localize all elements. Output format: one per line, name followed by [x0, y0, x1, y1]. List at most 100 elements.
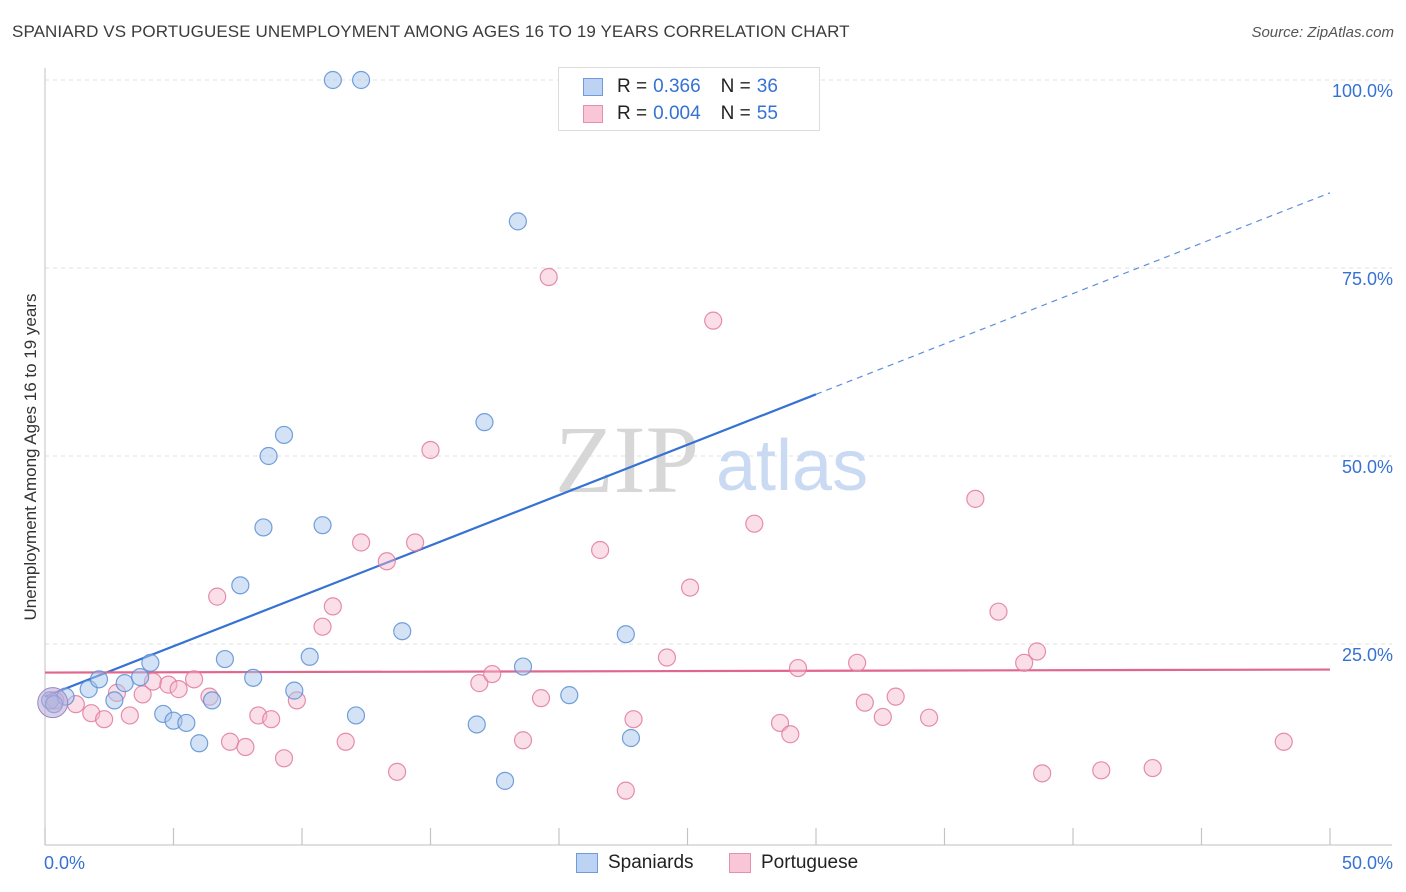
legend-r-value: 0.004 — [653, 103, 701, 124]
spaniard-point — [508, 212, 527, 231]
series-legend: Spaniards Portuguese — [0, 852, 1406, 876]
spaniard-point — [621, 728, 641, 748]
portuguese-point — [1143, 758, 1162, 778]
y-tick-label: 100.0% — [1332, 81, 1393, 101]
legend-n-value: 36 — [756, 76, 778, 97]
portuguese-point — [313, 617, 332, 636]
portuguese-point — [966, 489, 985, 508]
portuguese-point — [421, 440, 440, 460]
y-tick-label: 25.0% — [1342, 645, 1393, 665]
legend-r-value: 0.366 — [653, 76, 701, 97]
spaniard-point — [616, 625, 635, 644]
spaniard-point — [177, 713, 196, 733]
portuguese-point — [591, 540, 610, 560]
portuguese-point — [989, 602, 1008, 621]
spaniard-point — [231, 576, 250, 595]
legend-n-value: 55 — [756, 103, 778, 124]
portuguese-point — [387, 762, 407, 781]
legend-n-label: N = — [720, 76, 751, 97]
portuguese-point — [873, 707, 892, 727]
x-tick-label: 0.0% — [44, 853, 85, 873]
portuguese-point — [919, 708, 939, 727]
portuguese-point — [616, 781, 635, 800]
spaniard-point — [323, 70, 342, 90]
legend-row-portuguese: R = 0.004 N = 55 — [583, 101, 778, 127]
spaniard-point — [285, 681, 304, 700]
legend-swatch-blue — [576, 853, 598, 873]
portuguese-point — [323, 597, 342, 616]
y-tick-label: 75.0% — [1342, 269, 1393, 289]
legend-r-label: R = — [617, 76, 648, 97]
portuguese-point — [624, 710, 643, 729]
spaniard-point — [495, 771, 515, 790]
portuguese-point — [531, 689, 551, 708]
portuguese-point — [745, 514, 764, 533]
spaniard-point — [115, 674, 134, 693]
legend-swatch-blue — [583, 78, 603, 96]
watermark-atlas: atlas — [716, 426, 868, 506]
portuguese-point — [169, 680, 188, 699]
portuguese-trend-line — [44, 668, 1331, 674]
legend-n-label: N = — [720, 103, 751, 124]
portuguese-point — [539, 267, 558, 287]
portuguese-point — [680, 578, 700, 597]
portuguese-point — [262, 710, 281, 729]
spaniard-point — [560, 686, 579, 705]
legend-label-spaniards: Spaniards — [608, 852, 694, 873]
portuguese-point — [513, 731, 533, 750]
legend-label-portuguese: Portuguese — [761, 852, 859, 873]
portuguese-point — [159, 675, 178, 694]
x-tick-label: 50.0% — [1342, 853, 1393, 873]
portuguese-point — [781, 725, 800, 744]
spaniard-point — [190, 734, 209, 753]
portuguese-point — [1033, 764, 1052, 783]
legend-swatch-pink — [583, 105, 603, 123]
portuguese-point — [274, 749, 294, 768]
spaniard-point — [141, 653, 160, 672]
correlation-legend: R = 0.366 N = 36 R = 0.004 N = 55 — [558, 67, 820, 131]
data-points — [37, 70, 1293, 800]
spaniard-point — [105, 691, 124, 710]
legend-item-spaniards: Spaniards — [576, 852, 694, 874]
portuguese-point — [352, 533, 371, 552]
spaniards-trend-extension — [815, 192, 1331, 395]
portuguese-point — [184, 670, 204, 689]
watermark-zip: ZIP — [555, 406, 699, 513]
spaniards-trend-line — [44, 393, 817, 698]
portuguese-point — [704, 311, 723, 330]
spaniard-point — [89, 670, 109, 689]
spaniard-point — [259, 446, 278, 466]
portuguese-point — [1092, 761, 1111, 780]
spaniard-point — [244, 668, 263, 687]
portuguese-point — [1027, 642, 1047, 661]
portuguese-point — [855, 693, 874, 712]
watermark: ZIP atlas — [555, 406, 868, 513]
portuguese-point — [95, 710, 114, 729]
spaniard-point — [313, 516, 332, 535]
spaniard-point — [254, 518, 273, 537]
spaniard-point — [202, 691, 222, 710]
portuguese-point — [483, 664, 502, 684]
spaniard-point — [467, 715, 486, 734]
spaniard-point — [300, 647, 319, 666]
spaniard-point — [130, 667, 150, 687]
portuguese-point — [848, 653, 867, 672]
portuguese-point — [470, 674, 489, 693]
grid-lines — [45, 79, 1392, 645]
portuguese-point — [657, 648, 677, 667]
spaniard-point — [215, 649, 234, 669]
portuguese-point — [336, 732, 355, 751]
portuguese-point — [788, 658, 808, 678]
legend-row-spaniards: R = 0.366 N = 36 — [583, 74, 778, 100]
spaniard-point — [475, 413, 494, 432]
portuguese-point — [377, 552, 396, 571]
cluster-point — [37, 687, 69, 719]
portuguese-point — [1274, 732, 1293, 751]
portuguese-point — [236, 737, 255, 757]
legend-r-label: R = — [617, 103, 648, 124]
spaniard-point — [393, 622, 412, 641]
spaniard-point — [274, 425, 294, 445]
portuguese-point — [886, 687, 905, 706]
legend-item-portuguese: Portuguese — [729, 852, 858, 874]
portuguese-point — [220, 732, 240, 751]
